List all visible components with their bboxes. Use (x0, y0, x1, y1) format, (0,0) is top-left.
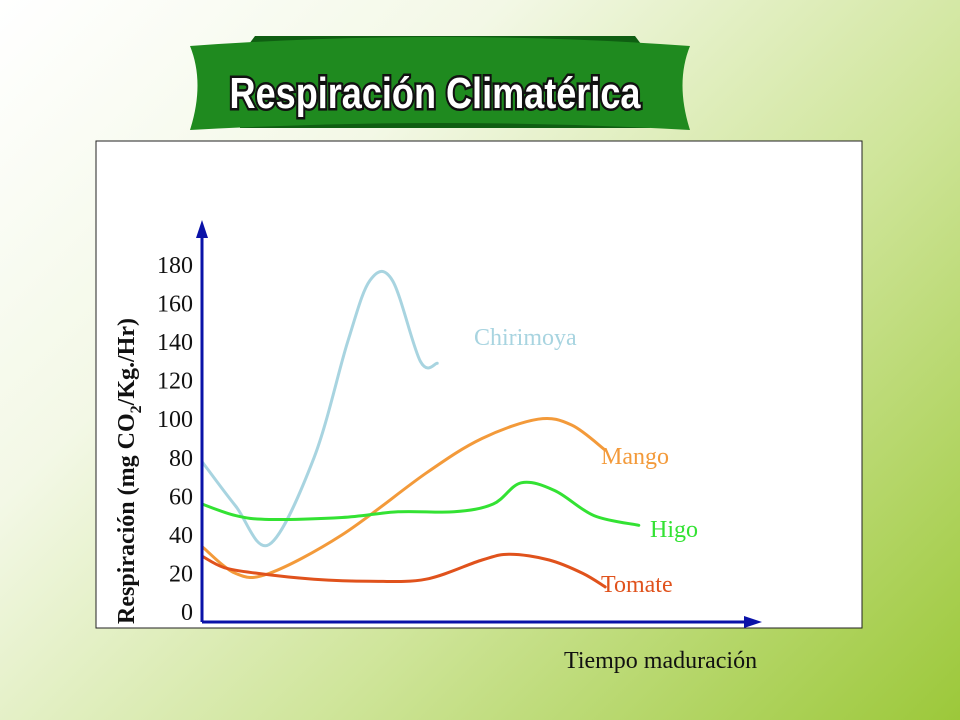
y-tick-label: 140 (157, 330, 193, 356)
title-banner: Respiración Climatérica (190, 36, 690, 130)
y-tick-label: 100 (157, 407, 193, 433)
y-axis-arrow (196, 220, 208, 238)
series-label-chirimoya: Chirimoya (474, 325, 577, 351)
banner-front (190, 37, 690, 130)
series-label-higo: Higo (650, 517, 698, 543)
y-tick-label: 160 (157, 292, 193, 318)
y-tick-label: 20 (169, 561, 193, 587)
y-axis-label-sub: 2 (128, 405, 145, 413)
series-line-tomate (200, 552, 607, 589)
y-tick-label: 80 (169, 446, 193, 472)
title-text: Respiración Climatérica (230, 69, 641, 118)
y-tick-label: 120 (157, 369, 193, 395)
chart-panel (95, 140, 863, 629)
series-line-mango (200, 416, 607, 580)
y-axis-label: Respiración (mg CO2/Kg./Hr) (114, 318, 145, 624)
series-label-mango: Mango (601, 444, 669, 470)
series-layer (200, 269, 641, 589)
axis-layer (196, 220, 762, 628)
y-axis-label-tail: /Kg./Hr) (114, 318, 140, 406)
y-tick-label: 0 (181, 600, 193, 626)
x-axis-arrow (744, 616, 762, 628)
series-line-higo (200, 480, 641, 527)
y-tick-label: 60 (169, 484, 193, 510)
x-axis-label: Tiempo maduración (564, 648, 757, 674)
y-tick-label: 40 (169, 523, 193, 549)
y-tick-labels: 180 160 140 120 100 80 60 40 20 0 (157, 253, 193, 626)
series-label-tomate: Tomate (601, 572, 673, 598)
series-line-chirimoya (200, 269, 439, 548)
series-labels: Chirimoya Mango Higo Tomate (474, 325, 698, 598)
y-axis-label-main: Respiración (mg CO (114, 413, 140, 624)
y-tick-label: 180 (157, 253, 193, 279)
